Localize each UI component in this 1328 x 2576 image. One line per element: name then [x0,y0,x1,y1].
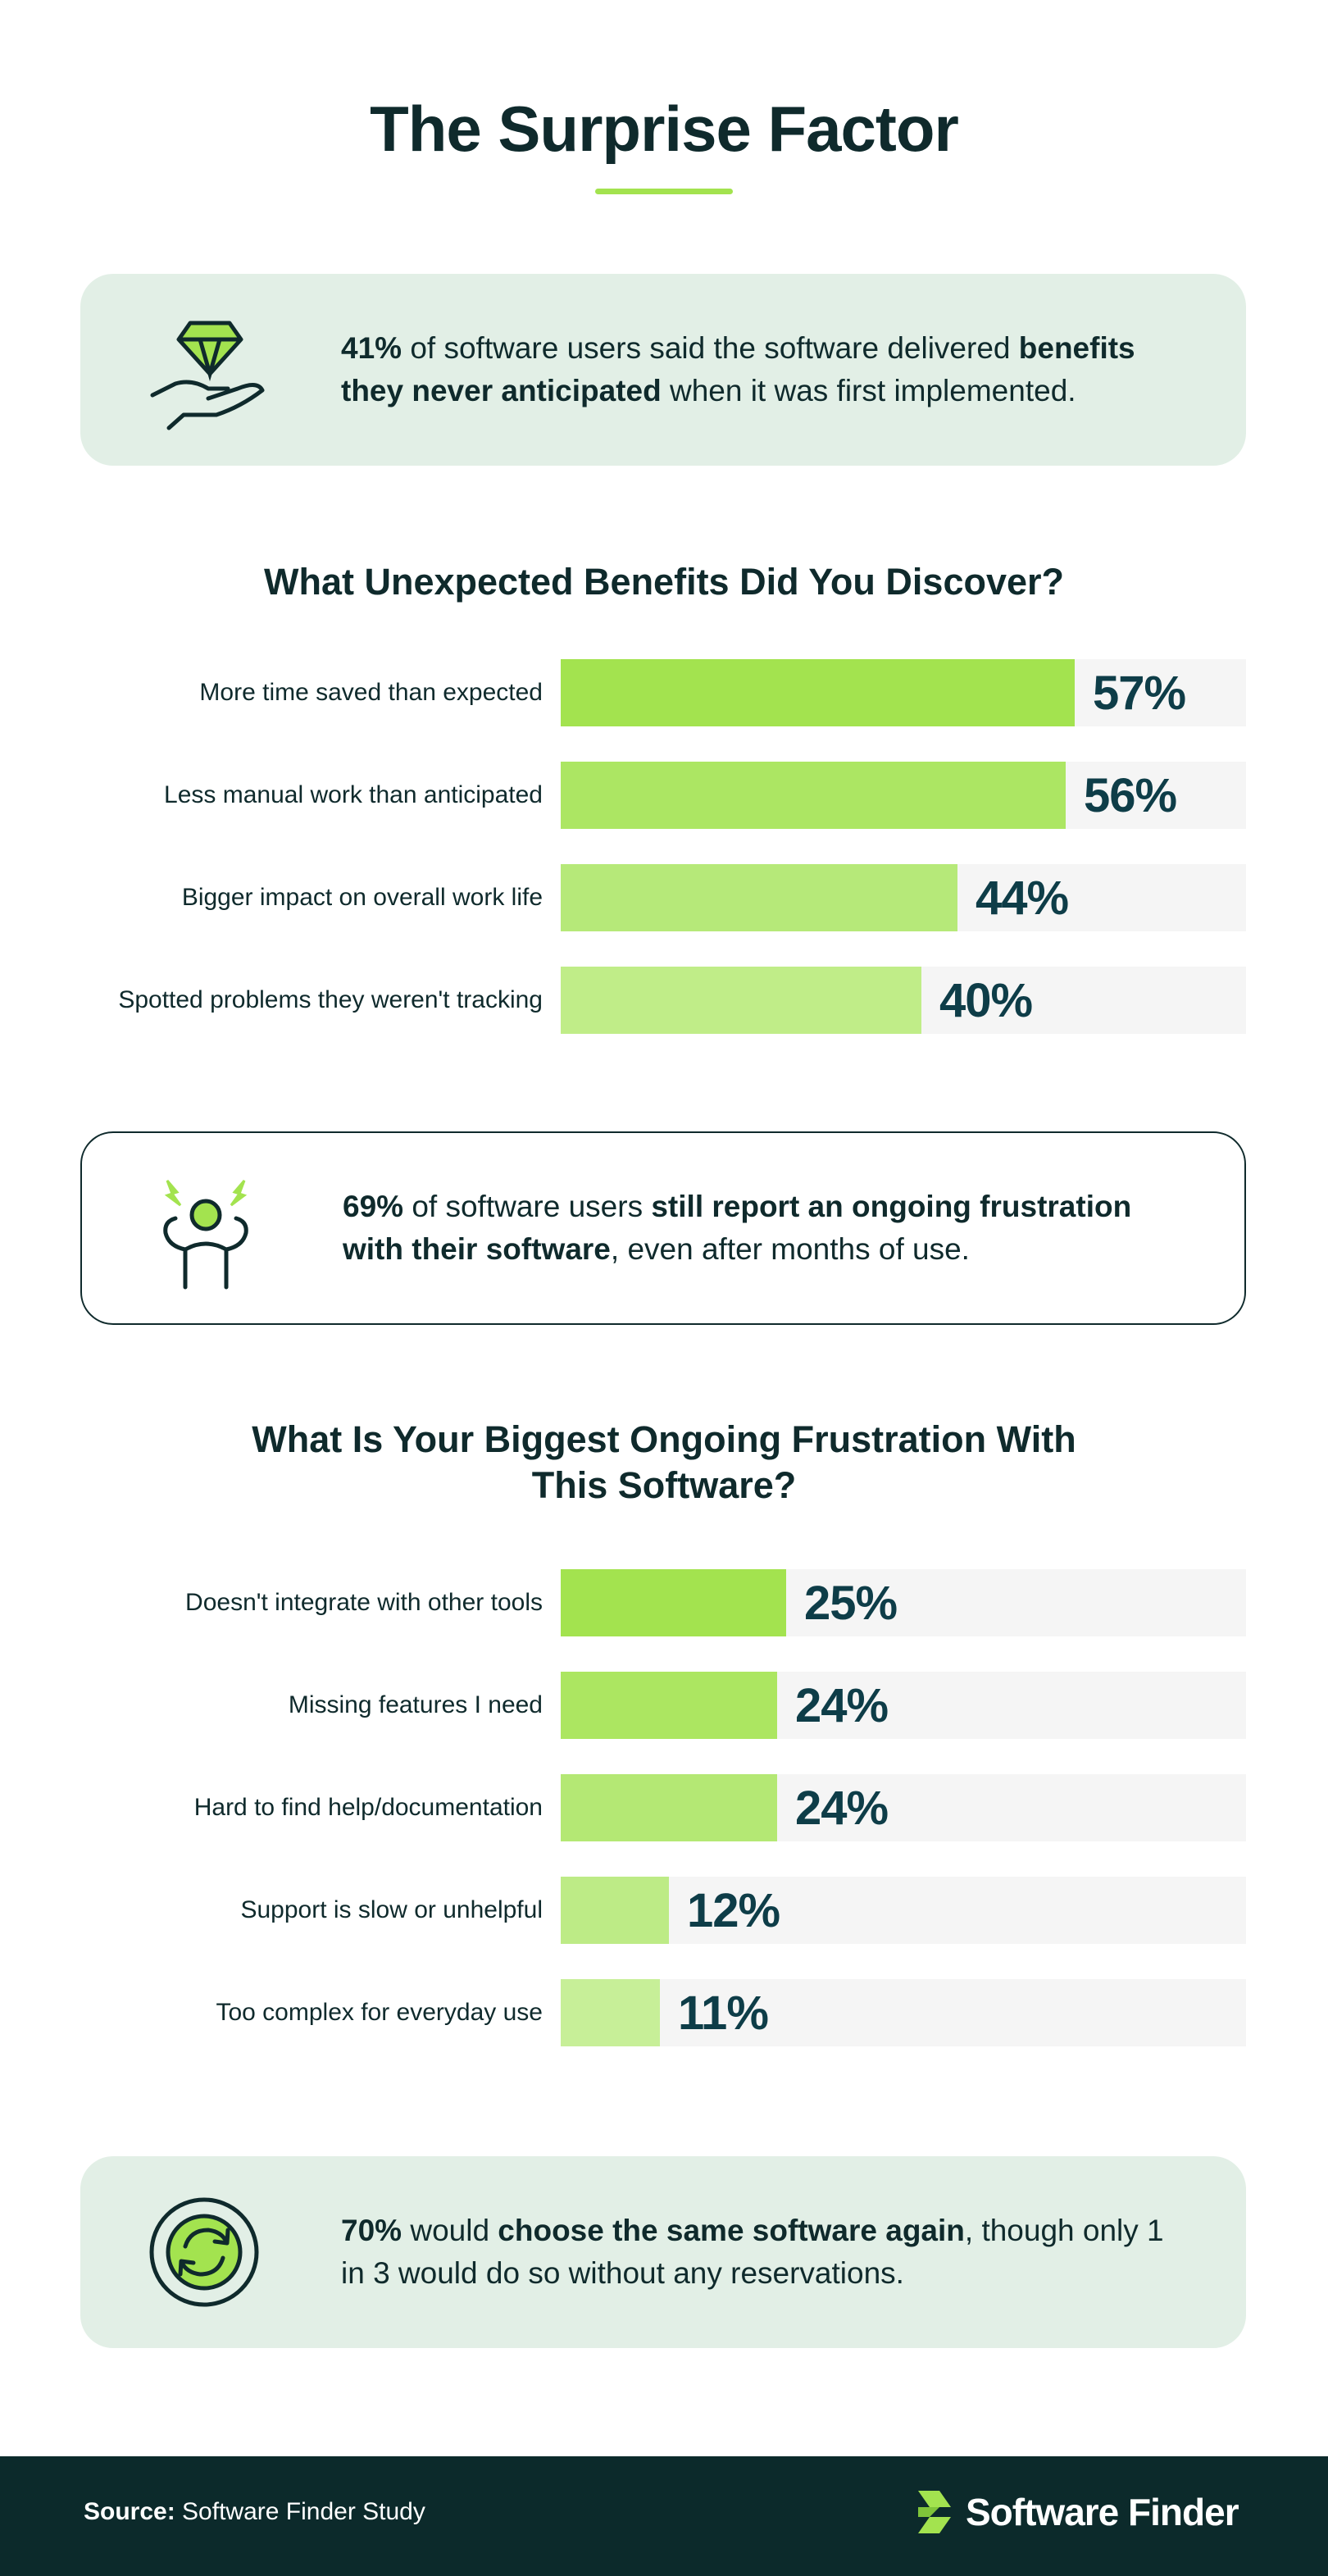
value-label: 24% [795,1679,889,1732]
page-title: The Surprise Factor [370,93,959,165]
value-label: 11% [678,1987,769,2040]
category-label: Too complex for everyday use [216,1999,543,2026]
bar [561,967,921,1034]
callout-highlight: choose the same software again [498,2214,965,2247]
category-label: Missing features I need [288,1691,543,1718]
category-label: Less manual work than anticipated [164,781,543,808]
callout: 69% of software users still report an on… [80,1131,1246,1325]
bar [561,762,1066,829]
repeat-icon [149,2197,259,2307]
category-label: Doesn't integrate with other tools [185,1589,543,1616]
value-label: 12% [687,1884,780,1937]
logo-mark [918,2491,951,2533]
value-label: 56% [1084,769,1177,822]
bar [561,1877,669,1944]
logo-text: Software Finder [966,2491,1239,2533]
chart-title: What Unexpected Benefits Did You Discove… [263,561,1065,603]
value-label: 24% [795,1782,889,1835]
callout-text: 69% of software users still report an on… [343,1133,1195,1323]
callout-paragraph: 70% would choose the same software again… [341,2210,1194,2295]
value-label: 40% [939,974,1033,1027]
callout-text-run: would [402,2214,498,2247]
category-label: More time saved than expected [199,679,543,706]
source-label: Source: [84,2498,175,2525]
callout-text-run: of software users said the software deli… [402,331,1019,365]
callout: 41% of software users said the software … [80,274,1246,466]
category-label: Support is slow or unhelpful [240,1896,543,1923]
callout-paragraph: 41% of software users said the software … [341,327,1194,412]
logo: Software Finder [915,2489,1239,2535]
callout-text-run: , though only 1 in 3 would do so without… [341,2214,1172,2290]
frustration-icon [163,1180,248,1290]
callout-text-run: when it was first implemented. [661,374,1076,407]
source-text: Software Finder Study [182,2498,425,2525]
callout-highlight: benefits they never anticipated [341,331,1144,407]
bar-track [561,1979,1246,2046]
value-label: 25% [804,1577,898,1630]
bar-track [561,1877,1246,1944]
footer [0,2456,1328,2576]
value-label: 57% [1093,667,1186,720]
title-underline [595,189,733,194]
callout-highlight: 70% [341,2214,402,2247]
category-label: Hard to find help/documentation [193,1794,543,1821]
bar [561,1569,786,1636]
callout-text-run: of software users [403,1190,652,1223]
category-label: Spotted problems they weren't tracking [118,986,543,1013]
chart-title: What Is Your Biggest Ongoing Frustration… [252,1418,1076,1506]
bar [561,1774,777,1841]
bar [561,864,957,931]
callout-text: 70% would choose the same software again… [341,2156,1194,2348]
bar [561,1979,660,2046]
callout-highlight: still report an ongoing frustration with… [343,1190,1140,1266]
bar [561,1672,777,1739]
callout-text: 41% of software users said the software … [341,274,1194,466]
category-label: Bigger impact on overall work life [181,884,543,911]
callout: 70% would choose the same software again… [80,2156,1246,2348]
value-label: 44% [976,872,1069,925]
diamond-hand-icon [150,321,265,430]
source: Source: Software Finder Study [84,2496,425,2528]
bar [561,659,1075,726]
callout-highlight: 41% [341,331,402,365]
callout-text-run: , even after months of use. [610,1232,970,1266]
callout-highlight: 69% [343,1190,404,1223]
callout-paragraph: 69% of software users still report an on… [343,1186,1195,1271]
